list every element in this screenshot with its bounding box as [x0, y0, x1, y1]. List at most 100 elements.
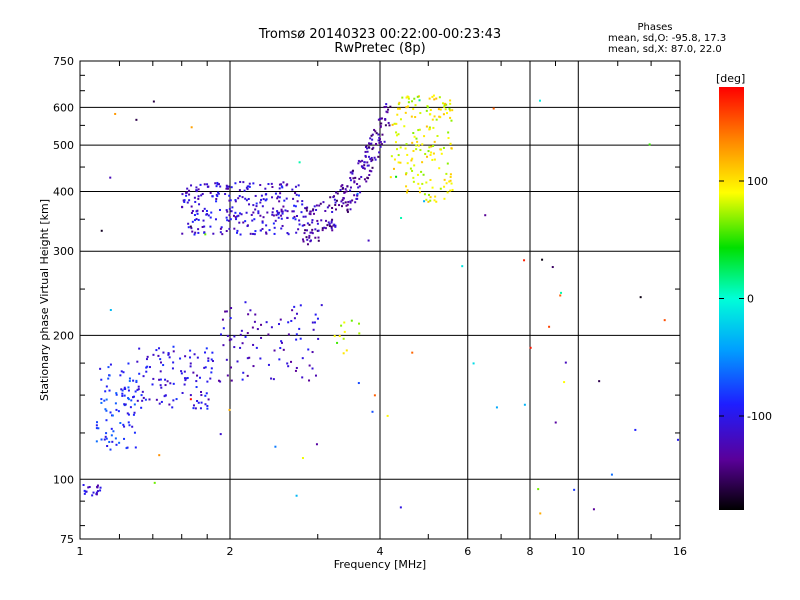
data-point	[423, 193, 426, 196]
data-point	[121, 392, 124, 395]
data-point	[340, 185, 343, 188]
data-point	[449, 175, 452, 178]
data-point	[199, 407, 202, 410]
data-point	[354, 176, 357, 179]
data-point	[195, 380, 198, 383]
data-point	[296, 200, 299, 203]
data-point	[294, 369, 297, 372]
data-point	[233, 227, 236, 230]
data-point	[349, 189, 352, 192]
data-point	[298, 219, 301, 222]
data-point	[212, 232, 215, 235]
data-point	[133, 411, 136, 414]
data-point	[197, 195, 200, 198]
data-point	[396, 148, 399, 151]
data-point	[559, 294, 562, 297]
data-point	[252, 204, 255, 207]
data-point	[230, 366, 233, 369]
data-point	[430, 151, 433, 154]
data-point	[351, 172, 354, 175]
data-point	[355, 197, 358, 200]
data-point	[287, 365, 290, 368]
data-point	[279, 347, 282, 350]
data-point	[316, 222, 319, 225]
data-point	[387, 108, 390, 111]
data-point	[539, 512, 542, 515]
data-point	[367, 146, 370, 149]
data-point	[123, 425, 126, 428]
data-point	[152, 353, 155, 356]
data-point	[192, 371, 195, 374]
data-point	[189, 362, 192, 365]
data-point	[279, 318, 282, 321]
chart-subtitle: RwPretec (8p)	[334, 41, 426, 56]
data-point	[85, 490, 88, 493]
data-point	[204, 403, 207, 406]
data-point	[411, 169, 414, 172]
data-point	[119, 421, 122, 424]
data-point	[320, 304, 323, 307]
data-point	[392, 167, 395, 170]
data-point	[168, 403, 171, 406]
data-point	[112, 430, 115, 433]
data-point	[563, 381, 566, 384]
data-point	[417, 182, 420, 185]
data-point	[416, 140, 419, 143]
data-point	[141, 390, 144, 393]
data-point	[204, 366, 207, 369]
data-point	[280, 185, 283, 188]
data-point	[244, 197, 247, 200]
data-point	[331, 210, 334, 213]
data-point	[335, 191, 338, 194]
data-point	[130, 399, 133, 402]
x-tick-label: 2	[227, 545, 234, 558]
data-point	[297, 184, 300, 187]
data-point	[299, 304, 302, 307]
data-point	[196, 212, 199, 215]
data-point	[367, 239, 370, 242]
data-point	[273, 226, 276, 229]
data-point	[373, 394, 376, 397]
data-point	[265, 232, 268, 235]
data-point	[291, 309, 294, 312]
data-point	[406, 153, 409, 156]
data-point	[135, 379, 138, 382]
data-point	[286, 231, 289, 234]
data-point	[277, 213, 280, 216]
data-point	[302, 215, 305, 218]
data-point	[432, 152, 435, 155]
data-point	[389, 176, 392, 179]
data-point	[197, 218, 200, 221]
data-point	[420, 170, 423, 173]
data-point	[449, 109, 452, 112]
data-point	[370, 160, 373, 163]
data-point	[123, 394, 126, 397]
data-point	[340, 205, 343, 208]
data-point	[377, 139, 380, 142]
data-point	[254, 230, 257, 233]
data-point	[240, 329, 243, 332]
data-point	[333, 335, 336, 338]
data-point	[207, 357, 210, 360]
data-point	[129, 406, 132, 409]
data-point	[326, 206, 329, 209]
data-point	[136, 388, 139, 391]
data-point	[238, 195, 241, 198]
data-point	[233, 214, 236, 217]
data-point	[270, 377, 273, 380]
data-point	[369, 137, 372, 140]
data-point	[324, 227, 327, 230]
data-point	[194, 219, 197, 222]
data-point	[164, 384, 167, 387]
data-point	[225, 187, 228, 190]
data-point	[191, 220, 194, 223]
data-point	[377, 118, 380, 121]
data-point	[361, 165, 364, 168]
data-point	[137, 385, 140, 388]
data-point	[560, 291, 563, 294]
data-point	[184, 379, 187, 382]
data-point	[405, 191, 408, 194]
data-point	[398, 101, 401, 104]
data-point	[128, 380, 131, 383]
data-point	[413, 97, 416, 100]
